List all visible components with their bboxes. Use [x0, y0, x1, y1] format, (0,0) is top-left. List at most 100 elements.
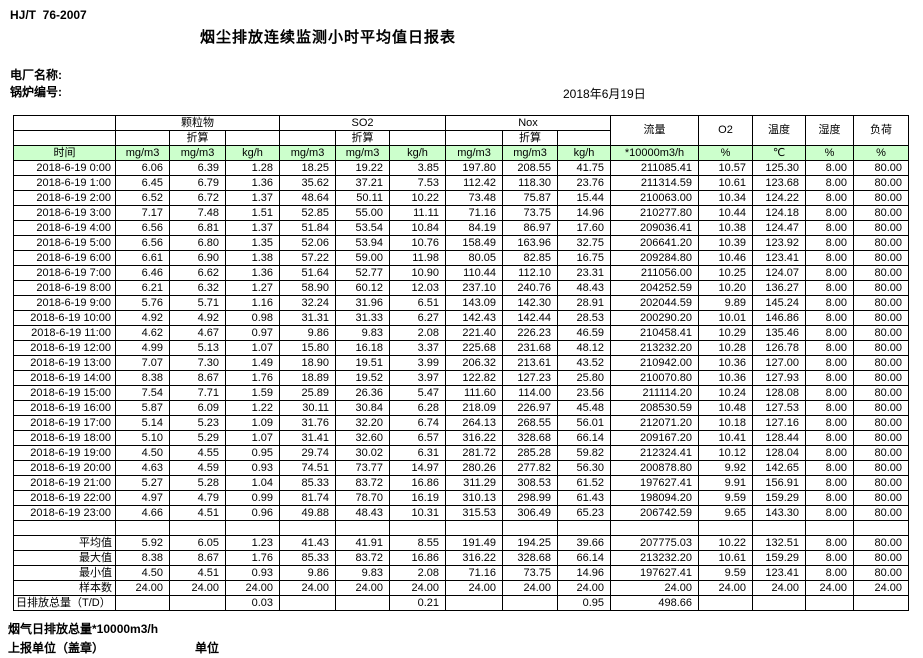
value-cell: 159.29: [752, 550, 806, 566]
value-cell: 123.41: [752, 565, 806, 581]
value-cell: 24.00: [389, 580, 446, 596]
value-cell: 127.53: [752, 400, 806, 416]
value-cell: 194.25: [502, 535, 558, 551]
value-cell: 80.00: [853, 205, 909, 221]
table-row: 2018-6-19 12:00 4.99 5.13 1.07 15.80 16.18 3.3…: [13, 340, 909, 356]
value-cell: [115, 595, 170, 611]
value-cell: 197627.41: [610, 565, 699, 581]
value-cell: 5.92: [115, 535, 170, 551]
header-blank-cell: [445, 130, 503, 146]
header-group-row: 颗粒物 SO2 Nox 流量 O2 温度 湿度 负荷: [13, 115, 909, 146]
value-cell: 80.00: [853, 190, 909, 206]
value-cell: 213232.20: [610, 340, 699, 356]
table-row: 2018-6-19 14:00 8.38 8.67 1.76 18.89 19.52 3.9…: [13, 370, 909, 386]
value-cell: 6.32: [169, 280, 226, 296]
header-blank-cell: [13, 130, 116, 146]
value-cell: 6.62: [169, 265, 226, 281]
value-cell: 209167.20: [610, 430, 699, 446]
value-cell: 111.60: [445, 385, 503, 401]
value-cell: 10.29: [698, 325, 753, 341]
value-cell: 8.00: [805, 160, 854, 176]
value-cell: 80.00: [853, 490, 909, 506]
value-cell: 112.42: [445, 175, 503, 191]
empty-cell: [445, 520, 503, 536]
value-cell: 32.60: [335, 430, 390, 446]
value-cell: 10.36: [698, 370, 753, 386]
value-cell: 10.25: [698, 265, 753, 281]
value-cell: 123.41: [752, 250, 806, 266]
value-cell: 200290.20: [610, 310, 699, 326]
value-cell: 143.09: [445, 295, 503, 311]
value-cell: 1.22: [225, 400, 280, 416]
value-cell: 4.50: [115, 565, 170, 581]
value-cell: 280.26: [445, 460, 503, 476]
spacer-row: [13, 520, 909, 536]
time-cell: 2018-6-19 8:00: [13, 280, 116, 296]
value-cell: 213232.20: [610, 550, 699, 566]
value-cell: 1.07: [225, 340, 280, 356]
value-cell: 23.31: [557, 265, 611, 281]
value-cell: 127.93: [752, 370, 806, 386]
value-cell: 5.13: [169, 340, 226, 356]
daily-total-label: 日排放总量（T/D）: [13, 595, 116, 611]
value-cell: 14.96: [557, 205, 611, 221]
header-blank-cell: [115, 130, 170, 146]
value-cell: 10.12: [698, 445, 753, 461]
value-cell: 8.38: [115, 550, 170, 566]
value-cell: 110.44: [445, 265, 503, 281]
time-cell: 2018-6-19 2:00: [13, 190, 116, 206]
value-cell: 4.66: [115, 505, 170, 521]
value-cell: 82.85: [502, 250, 558, 266]
table-row: 2018-6-19 8:00 6.21 6.32 1.27 58.90 60.12 12.0…: [13, 280, 909, 296]
value-cell: 124.07: [752, 265, 806, 281]
value-cell: 8.00: [805, 340, 854, 356]
value-cell: 30.11: [279, 400, 336, 416]
value-cell: 212071.20: [610, 415, 699, 431]
value-cell: 24.00: [698, 580, 753, 596]
value-cell: 50.11: [335, 190, 390, 206]
reporting-unit-label: 上报单位（盖章）: [8, 641, 105, 655]
value-cell: 156.91: [752, 475, 806, 491]
value-cell: 24.00: [502, 580, 558, 596]
time-cell: 2018-6-19 16:00: [13, 400, 116, 416]
value-cell: 10.41: [698, 430, 753, 446]
value-cell: 2.08: [389, 325, 446, 341]
value-cell: 210070.80: [610, 370, 699, 386]
value-cell: 207775.03: [610, 535, 699, 551]
time-cell: 2018-6-19 4:00: [13, 220, 116, 236]
value-cell: 16.86: [389, 550, 446, 566]
value-cell: 52.77: [335, 265, 390, 281]
value-cell: 5.14: [115, 415, 170, 431]
value-cell: [805, 595, 854, 611]
header-temperature: 温度: [752, 115, 806, 146]
value-cell: 8.55: [389, 535, 446, 551]
value-cell: 80.00: [853, 310, 909, 326]
value-cell: 210063.00: [610, 190, 699, 206]
value-cell: 4.62: [115, 325, 170, 341]
value-cell: 8.00: [805, 370, 854, 386]
empty-cell: [335, 520, 390, 536]
value-cell: 298.99: [502, 490, 558, 506]
value-cell: 4.55: [169, 445, 226, 461]
header-pm: 颗粒物: [115, 115, 280, 131]
table-row: 2018-6-19 11:00 4.62 4.67 0.97 9.86 9.83 2.08 2…: [13, 325, 909, 341]
value-cell: 124.22: [752, 190, 806, 206]
value-cell: 5.10: [115, 430, 170, 446]
value-cell: 15.44: [557, 190, 611, 206]
value-cell: 208.55: [502, 160, 558, 176]
value-cell: 59.82: [557, 445, 611, 461]
value-cell: 231.68: [502, 340, 558, 356]
value-cell: 24.00: [279, 580, 336, 596]
summary-row: 样本数 24.00 24.00 24.00 24.00 24.00 24.00 24.00 24…: [13, 580, 909, 596]
value-cell: 7.54: [115, 385, 170, 401]
value-cell: 268.55: [502, 415, 558, 431]
value-cell: 80.00: [853, 400, 909, 416]
value-cell: 237.10: [445, 280, 503, 296]
value-cell: 8.00: [805, 505, 854, 521]
time-cell: 2018-6-19 18:00: [13, 430, 116, 446]
summary-row: 平均值 5.92 6.05 1.23 41.43 41.91 8.55 191.49 194.2…: [13, 535, 909, 551]
time-cell: 2018-6-19 5:00: [13, 235, 116, 251]
value-cell: 6.56: [115, 220, 170, 236]
table-row: 2018-6-19 1:00 6.45 6.79 1.36 35.62 37.21 7.53…: [13, 175, 909, 191]
value-cell: 4.97: [115, 490, 170, 506]
